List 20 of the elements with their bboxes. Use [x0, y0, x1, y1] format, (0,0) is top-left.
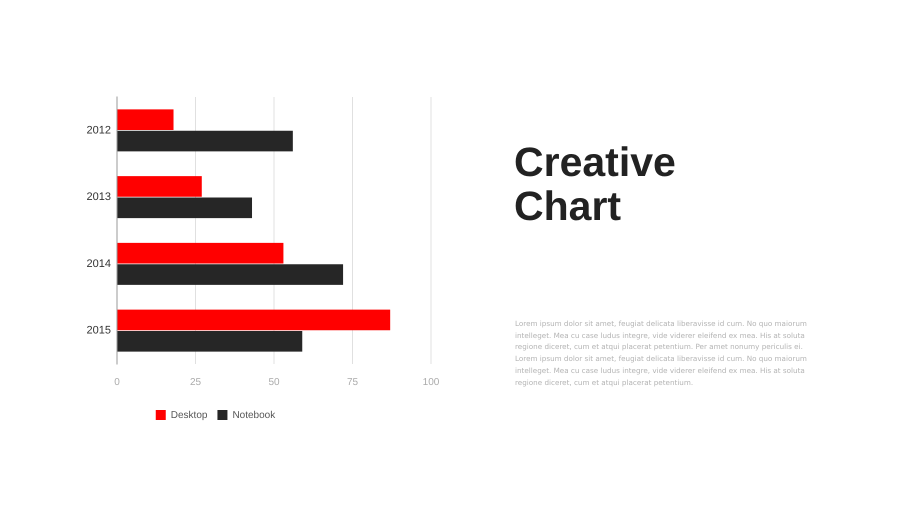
bar [118, 264, 344, 285]
x-tick-label: 50 [268, 376, 280, 388]
bar [118, 310, 390, 330]
bar [118, 130, 293, 152]
y-tick-label: 2015 [86, 324, 111, 337]
x-tick-label: 25 [190, 376, 202, 388]
y-tick-label: 2012 [86, 124, 111, 136]
bar [118, 197, 252, 218]
bar [118, 242, 284, 264]
bar [118, 176, 202, 197]
bar [118, 330, 302, 352]
legend-label: Notebook [232, 410, 276, 421]
y-tick-label: 2013 [86, 191, 111, 204]
y-tick-label: 2014 [86, 258, 111, 270]
text: Creative Chart [514, 139, 677, 229]
legend-label: Desktop [170, 410, 208, 421]
x-tick-label: 75 [346, 376, 358, 388]
bar [118, 109, 174, 130]
x-tick-label: 100 [422, 376, 440, 388]
x-tick-label: 0 [114, 376, 120, 388]
